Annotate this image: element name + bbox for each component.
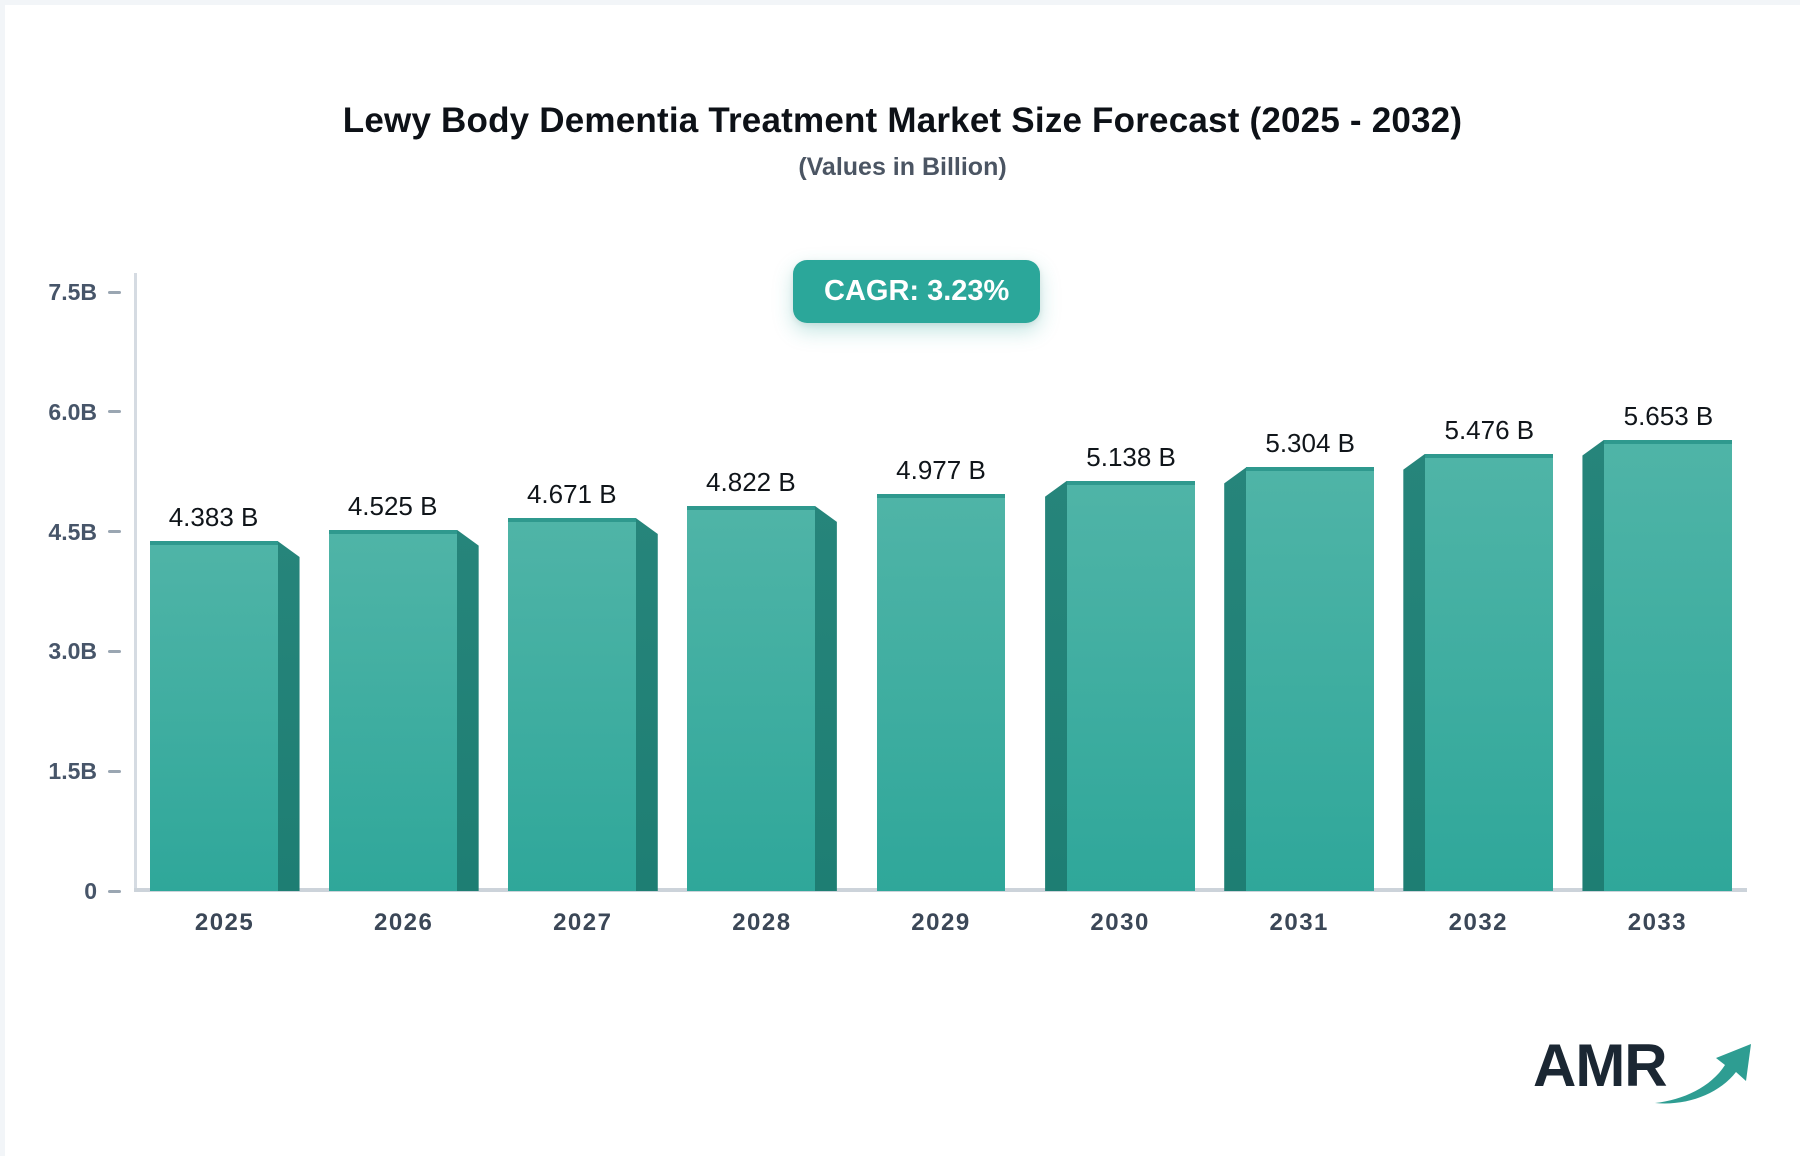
bar-group-2031: 5.304 B <box>1224 428 1375 891</box>
y-tick-mark-3 <box>108 530 121 534</box>
x-tick-label-2027: 2027 <box>553 909 613 936</box>
bar-group-2030: 5.138 B <box>1045 442 1196 891</box>
x-tick-label-2032: 2032 <box>1448 909 1509 936</box>
bar-group-2025: 4.383 B <box>149 502 300 891</box>
bar-2028 <box>686 505 815 891</box>
bar-group-2029: 4.977 B <box>866 455 1016 891</box>
bar-side-panel-2032 <box>1403 453 1426 891</box>
amr-logo-text: AMR <box>1533 1032 1668 1099</box>
bar-2033 <box>1604 439 1733 891</box>
y-tick-label-5: 7.5B <box>48 279 97 305</box>
bar-side-panel-2028 <box>814 505 837 891</box>
x-tick-label-2031: 2031 <box>1269 909 1329 936</box>
chart-title: Lewy Body Dementia Treatment Market Size… <box>342 101 1463 140</box>
x-tick-label-2025: 2025 <box>194 909 255 936</box>
bar-2025 <box>149 540 278 891</box>
bar-2027 <box>507 517 636 891</box>
bar-series: 4.383 B 4.525 B 4.671 B 4.822 B 4.977 B 5.138… <box>135 292 1747 891</box>
bar-value-label-2030: 5.138 B <box>1086 441 1176 472</box>
bar-2032 <box>1425 453 1554 891</box>
bar-value-label-2031: 5.304 B <box>1265 428 1356 459</box>
bar-value-label-2027: 4.671 B <box>526 478 617 509</box>
x-tick-label-2030: 2030 <box>1090 909 1150 936</box>
y-tick-label-4: 6.0B <box>48 398 97 425</box>
bar-value-label-2032: 5.476 B <box>1444 414 1535 445</box>
bar-side-panel-2030 <box>1045 480 1068 891</box>
bar-value-label-2028: 4.822 B <box>706 466 796 497</box>
bar-group-2027: 4.671 B <box>507 479 658 891</box>
bar-group-2026: 4.525 B <box>328 491 479 891</box>
bar-side-panel-2031 <box>1224 467 1247 891</box>
y-tick-label-3: 4.5B <box>48 518 97 545</box>
y-tick-mark-2 <box>108 649 121 653</box>
bar-group-2028: 4.822 B <box>686 467 837 891</box>
y-tick-mark-0 <box>108 889 121 893</box>
bar-group-2033: 5.653 B <box>1582 401 1733 891</box>
bar-2030 <box>1067 480 1196 891</box>
y-tick-mark-1 <box>108 769 121 773</box>
cagr-badge: CAGR: 3.23% <box>793 260 1041 323</box>
x-tick-label-2029: 2029 <box>911 909 971 936</box>
bar-group-2032: 5.476 B <box>1403 415 1554 891</box>
x-tick-label-2026: 2026 <box>373 909 434 936</box>
amr-logo: AMR <box>1533 1035 1757 1107</box>
bar-side-panel-2027 <box>635 517 658 891</box>
chart-subtitle: (Values in Billion) <box>798 153 1007 181</box>
bar-value-label-2029: 4.977 B <box>896 454 986 485</box>
bar-value-label-2033: 5.653 B <box>1623 400 1714 431</box>
y-tick-label-0: 0 <box>84 878 97 904</box>
y-tick-mark-4 <box>108 410 121 414</box>
y-tick-mark-5 <box>108 290 121 294</box>
bar-value-label-2026: 4.525 B <box>347 490 438 521</box>
y-tick-label-2: 3.0B <box>48 638 97 665</box>
bar-side-panel-2033 <box>1582 439 1605 891</box>
y-axis-line <box>134 273 137 891</box>
x-axis: 2025 2026 2027 2028 2029 2030 2031 2032 2033 <box>135 909 1747 937</box>
x-tick-label-2033: 2033 <box>1627 909 1688 936</box>
y-tick-label-1: 1.5B <box>48 758 97 785</box>
chart-card: Lewy Body Dementia Treatment Market Size… <box>5 5 1800 1156</box>
bar-value-label-2025: 4.383 B <box>168 501 259 532</box>
bar-2029 <box>876 493 1005 891</box>
bar-2031 <box>1246 467 1375 891</box>
bar-side-panel-2026 <box>456 529 479 891</box>
growth-arrow-icon <box>1654 1044 1751 1104</box>
bar-2026 <box>328 529 457 891</box>
x-tick-label-2028: 2028 <box>732 909 792 936</box>
bar-side-panel-2025 <box>277 540 300 891</box>
